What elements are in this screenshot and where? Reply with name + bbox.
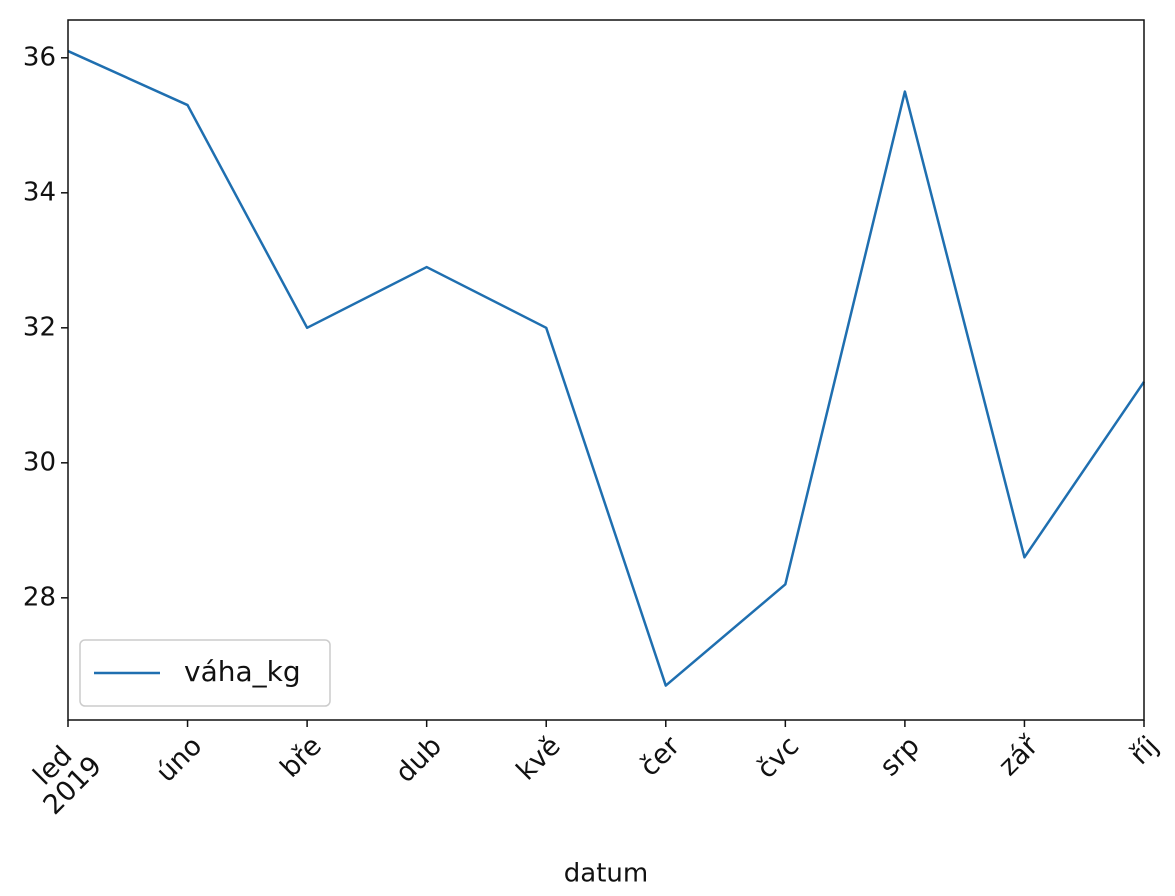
- plot-frame: [67, 19, 1145, 721]
- y-tick-label: 36: [23, 42, 56, 72]
- line: [67, 49, 1146, 687]
- y-tick-label: 28: [23, 582, 56, 612]
- legend-box: [79, 639, 331, 707]
- y-tick-label: 30: [23, 447, 56, 477]
- y-tick-label: 32: [23, 312, 56, 342]
- legend-label: váha_kg: [184, 655, 301, 688]
- x-axis-label: datum: [564, 859, 648, 889]
- y-tick-label: 34: [23, 177, 56, 207]
